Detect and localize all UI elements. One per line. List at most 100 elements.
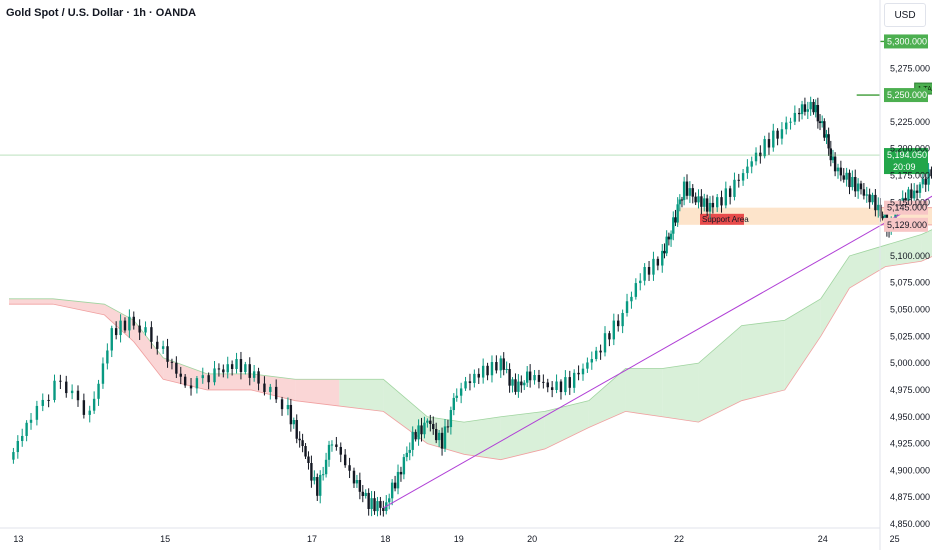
candle-body	[343, 454, 347, 466]
candle-body	[520, 381, 523, 386]
cloud-segment	[885, 234, 922, 267]
candle-body	[848, 172, 851, 188]
candle-body	[907, 189, 910, 204]
cloud-segment	[784, 298, 821, 390]
candle-body	[809, 101, 812, 110]
price-tick-label: 4,925.000	[890, 439, 930, 449]
candle-body	[455, 395, 458, 398]
candle-body	[150, 327, 153, 342]
candle-body	[814, 105, 817, 113]
currency-button[interactable]: USD	[884, 3, 926, 27]
target-price-label: 5,300.000	[887, 36, 927, 46]
cloud-segment	[9, 298, 54, 305]
candle-body	[776, 130, 779, 139]
candle-body	[546, 382, 549, 388]
candle-body	[414, 431, 417, 440]
candle-body	[737, 179, 740, 181]
candle-body	[720, 197, 723, 206]
price-tick-label: 5,150.000	[890, 197, 930, 207]
candle-body	[612, 320, 616, 340]
candle-body	[625, 301, 629, 313]
candle-body	[373, 498, 376, 512]
candle-body	[370, 498, 373, 509]
candle-body	[25, 422, 28, 436]
cloud-segment	[741, 320, 785, 401]
candle-body	[316, 477, 319, 496]
candle-body	[495, 362, 498, 371]
candle-body	[669, 233, 673, 240]
candle-body	[499, 358, 502, 371]
cloud-segment	[251, 373, 296, 401]
candle-body	[76, 390, 80, 401]
cloud-segment	[383, 379, 428, 444]
candle-body	[426, 420, 429, 423]
candle-body	[335, 444, 338, 447]
candle-body	[859, 183, 863, 190]
candle-body	[47, 399, 50, 401]
candle-body	[568, 377, 571, 388]
candle-body	[816, 105, 820, 122]
candle-body	[41, 399, 44, 406]
candle-body	[763, 139, 766, 157]
candle-body	[924, 178, 927, 185]
candle-body	[564, 377, 567, 393]
candle-body	[361, 491, 364, 497]
candle-body	[437, 432, 441, 441]
cloud-segment	[820, 255, 850, 337]
cloud-segment	[464, 416, 501, 460]
candle-body	[910, 189, 913, 199]
candle-body	[252, 371, 256, 378]
candle-body	[464, 381, 467, 389]
candle-body	[53, 380, 56, 401]
price-tick-label: 5,100.000	[890, 251, 930, 261]
candle-body	[239, 359, 243, 373]
candle-body	[676, 204, 679, 223]
price-tick-label: 5,000.000	[890, 358, 930, 368]
candle-body	[274, 386, 278, 400]
candle-body	[295, 419, 298, 439]
price-tick-label: 5,075.000	[890, 278, 930, 288]
candle-body	[845, 172, 848, 180]
candle-body	[854, 177, 857, 192]
candle-body	[166, 346, 169, 362]
cloud-segment	[662, 363, 699, 423]
candle-body	[915, 190, 919, 193]
candle-body	[586, 362, 589, 369]
candle-body	[59, 380, 62, 382]
cloud-segment	[133, 320, 164, 380]
candle-body	[382, 507, 385, 512]
candle-body	[661, 250, 664, 266]
candle-body	[746, 166, 749, 174]
candle-body	[868, 194, 871, 203]
cloud-upper-line	[9, 229, 932, 423]
candle-body	[21, 435, 24, 441]
candle-body	[694, 196, 697, 203]
candle-body	[705, 198, 709, 212]
candle-body	[542, 381, 545, 383]
cloud-segment	[588, 368, 626, 428]
candle-body	[402, 457, 406, 475]
candle-body	[603, 333, 607, 353]
candle-body	[526, 371, 529, 383]
candle-body	[697, 196, 700, 203]
candle-body	[680, 199, 684, 201]
candle-body	[269, 386, 272, 392]
candle-body	[417, 425, 420, 440]
candle-body	[449, 410, 453, 428]
candle-body	[92, 398, 96, 411]
candle-body	[292, 419, 295, 425]
candle-body	[836, 167, 840, 172]
candle-body	[842, 175, 845, 180]
candle-body	[647, 267, 651, 275]
candle-body	[452, 397, 456, 411]
candle-body	[682, 181, 686, 200]
candle-body	[663, 250, 666, 254]
candle-body	[750, 161, 753, 167]
candle-body	[408, 449, 411, 453]
candle-body	[665, 236, 668, 254]
candle-body	[289, 404, 293, 425]
candle-body	[301, 440, 304, 447]
candle-body	[630, 296, 633, 302]
